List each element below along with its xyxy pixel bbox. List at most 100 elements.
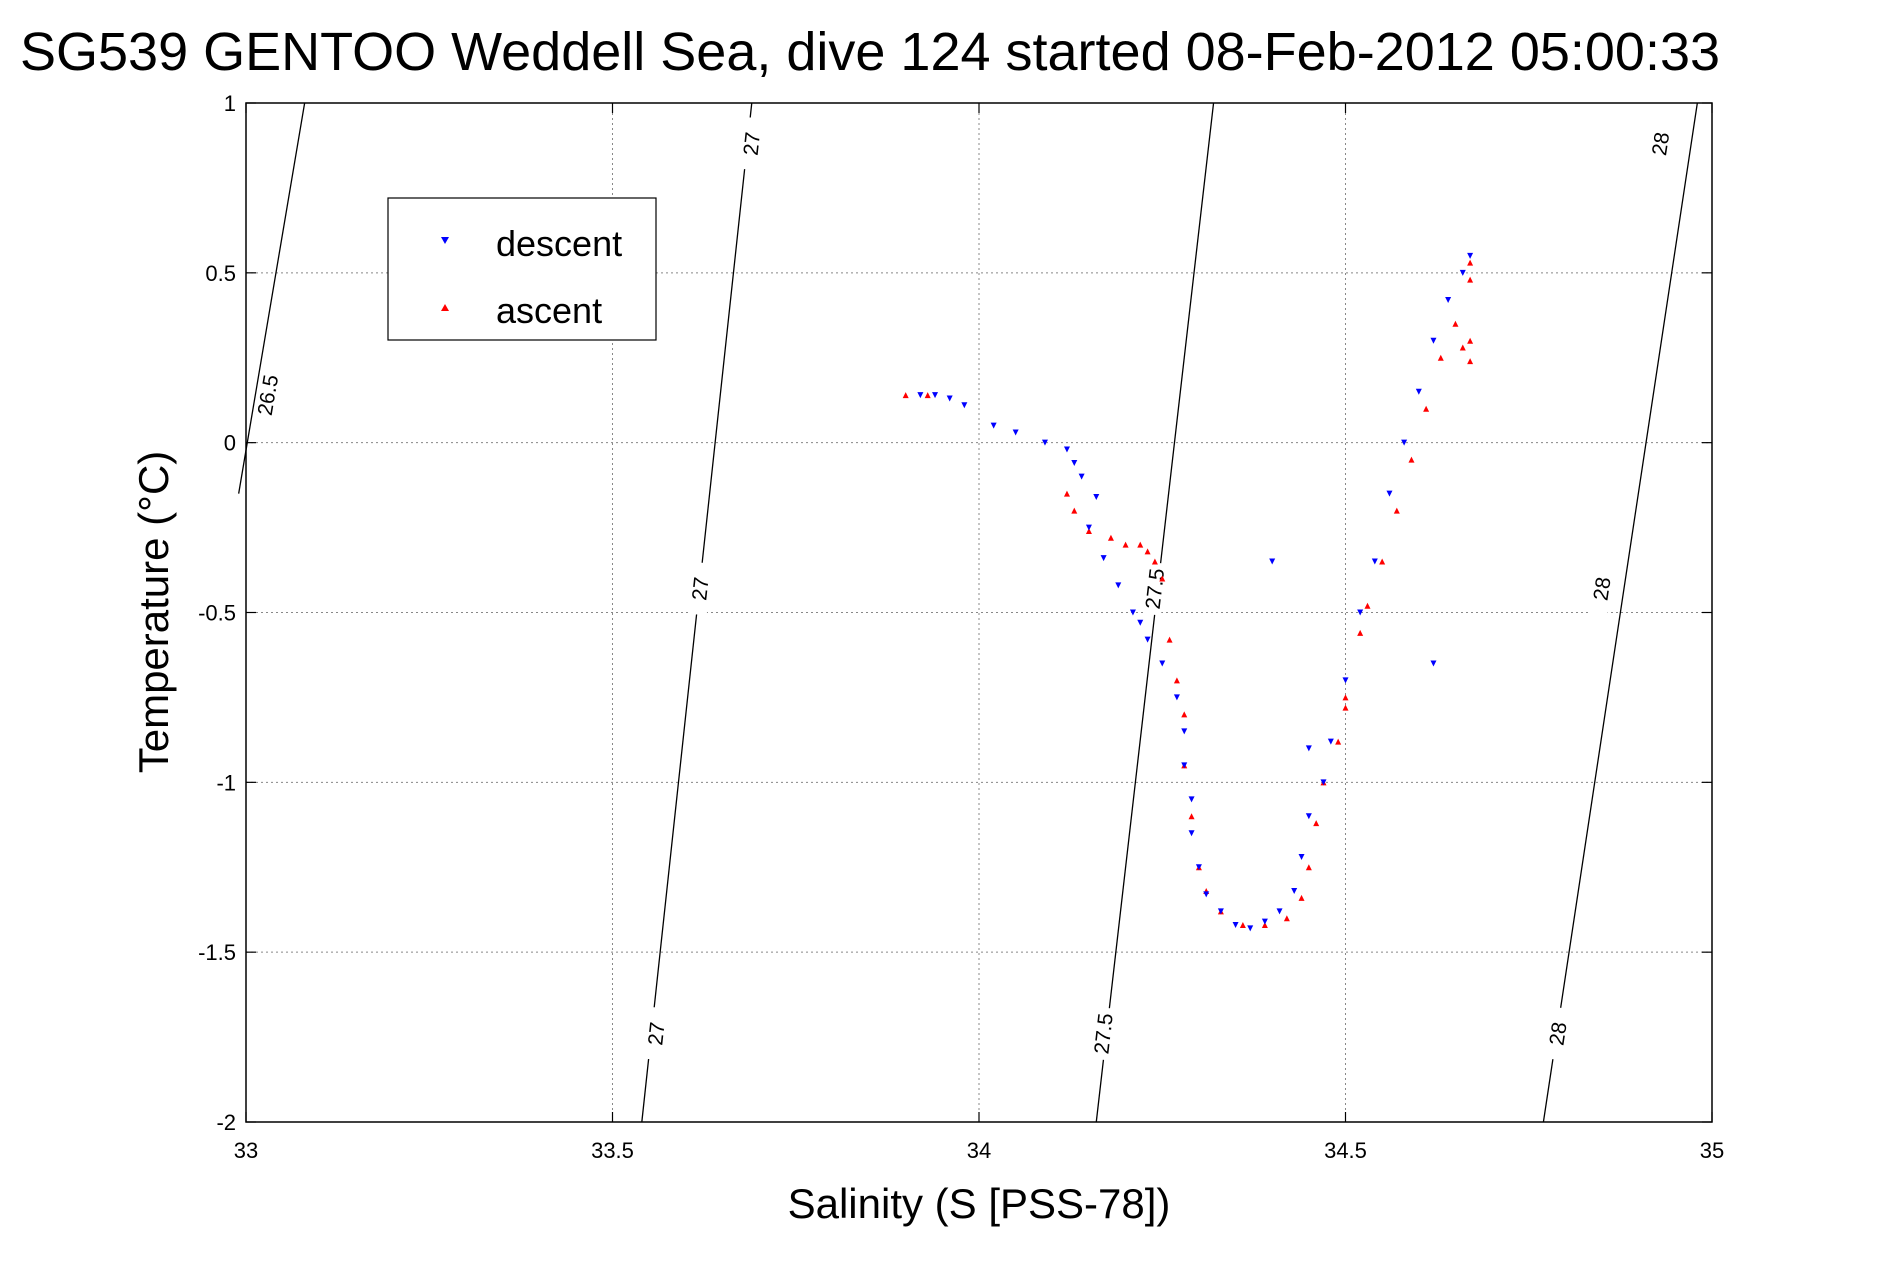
descent-point: [1445, 297, 1452, 304]
ascent-point: [1364, 602, 1371, 609]
ascent-point: [1467, 358, 1474, 365]
legend-ascent-marker: [441, 304, 449, 311]
descent-point: [1115, 582, 1122, 589]
x-tick-label: 33: [234, 1138, 258, 1163]
isopycnal-label-bg: [1091, 1006, 1116, 1061]
descent-point: [946, 395, 953, 402]
descent-point: [1415, 388, 1422, 395]
descent-point: [1401, 439, 1408, 446]
ascent-point: [1085, 527, 1092, 534]
x-tick-label: 33.5: [591, 1138, 634, 1163]
descent-point: [917, 392, 924, 399]
isopycnal-label-bg: [740, 116, 764, 171]
isopycnal-label-bg: [1647, 116, 1674, 171]
descent-point: [1078, 473, 1085, 480]
descent-point: [1041, 439, 1048, 446]
isopycnal-label: 28: [1648, 131, 1674, 158]
legend-descent-label: descent: [496, 223, 622, 264]
descent-point: [1100, 555, 1107, 562]
ascent-point: [1063, 490, 1070, 497]
ascent-point: [1239, 921, 1246, 928]
descent-point: [1247, 925, 1254, 932]
isopycnal-label: 27: [688, 576, 713, 602]
ascent-point: [1313, 820, 1320, 827]
ascent-point: [1159, 575, 1166, 582]
descent-point: [1173, 694, 1180, 701]
ascent-point: [1137, 541, 1144, 548]
descent-point: [1188, 796, 1195, 803]
ascent-point: [1342, 704, 1349, 711]
ascent-point: [902, 392, 909, 399]
legend-box: [387, 197, 657, 341]
descent-point: [1188, 830, 1195, 837]
descent-point: [1430, 660, 1437, 667]
descent-point: [1144, 636, 1151, 643]
descent-point: [1386, 490, 1393, 497]
ascent-point: [1379, 558, 1386, 565]
descent-point: [1085, 524, 1092, 531]
descent-point: [1181, 762, 1188, 769]
descent-point: [1305, 745, 1312, 752]
descent-point: [1261, 918, 1268, 925]
data-layer: [902, 252, 1474, 932]
ascent-point: [1151, 558, 1158, 565]
y-tick-label: 0.5: [205, 261, 236, 286]
descent-point: [990, 422, 997, 429]
descent-point: [1071, 460, 1078, 467]
ascent-point: [1305, 864, 1312, 871]
ascent-point: [1283, 915, 1290, 922]
descent-point: [1159, 660, 1166, 667]
y-tick-label: 0: [224, 431, 236, 456]
descent-point: [1371, 558, 1378, 565]
descent-point: [961, 402, 968, 409]
ascent-point: [1173, 677, 1180, 684]
legend-descent-marker: [441, 237, 449, 244]
isopycnal-label-bg: [1589, 561, 1615, 616]
descent-point: [1320, 779, 1327, 786]
descent-point: [1195, 864, 1202, 871]
ascent-point: [1144, 548, 1151, 555]
y-tick-label: -1.5: [198, 940, 236, 965]
descent-point: [1217, 908, 1224, 915]
descent-point: [1467, 252, 1474, 259]
isopycnal-label-bg: [1143, 561, 1167, 616]
x-tick-label: 35: [1700, 1138, 1724, 1163]
ascent-point: [1107, 534, 1114, 541]
descent-point: [1203, 891, 1210, 898]
legend-ascent-label: ascent: [496, 290, 602, 331]
descent-point: [1298, 854, 1305, 861]
descent-point: [1232, 921, 1239, 928]
ascent-point: [1166, 636, 1173, 643]
descent-point: [1181, 728, 1188, 735]
isopycnal-line: [238, 102, 306, 494]
descent-point: [1093, 494, 1100, 501]
descent-point: [1357, 609, 1364, 616]
ascent-point: [1452, 320, 1459, 327]
ascent-point: [1071, 507, 1078, 514]
ascent-point: [1122, 541, 1129, 548]
y-tick-label: -0.5: [198, 601, 236, 626]
descent-point: [1269, 558, 1276, 565]
y-axis-label: Temperature (°C): [130, 451, 177, 774]
descent-point: [1327, 738, 1334, 745]
ascent-point: [1467, 276, 1474, 283]
descent-point: [1063, 446, 1070, 453]
ascent-point: [1342, 694, 1349, 701]
ascent-point: [1261, 921, 1268, 928]
descent-point: [1137, 619, 1144, 626]
descent-point: [1459, 269, 1466, 276]
isopycnal-label-bg: [688, 561, 713, 616]
isopycnal-label-bg: [254, 367, 282, 423]
isopycnal-label: 28: [1589, 576, 1615, 603]
ascent-point: [1467, 337, 1474, 344]
ascent-point: [1298, 894, 1305, 901]
legend: descent ascent: [387, 197, 657, 341]
chart-title: SG539 GENTOO Weddell Sea, dive 124 start…: [20, 22, 1720, 82]
y-tick-label: -1: [216, 770, 236, 795]
isopycnal-label: 27: [644, 1021, 669, 1047]
grid-layer: [246, 103, 1712, 1122]
descent-point: [1129, 609, 1136, 616]
ascent-point: [1459, 344, 1466, 351]
